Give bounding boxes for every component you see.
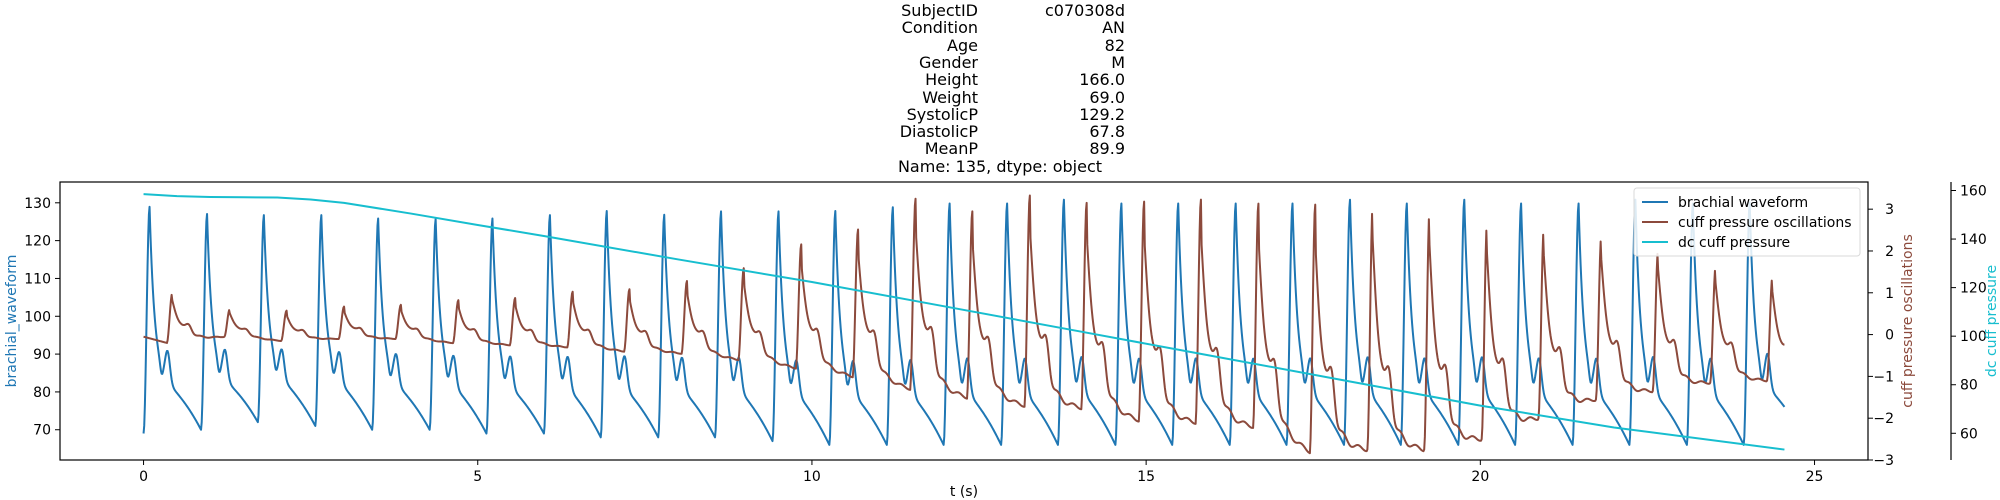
title-row: Condition AN xyxy=(0,18,2000,38)
dc-y-tick-label: 160 xyxy=(1960,183,1987,199)
x-tick-label: 10 xyxy=(803,469,821,485)
x-tick-label: 20 xyxy=(1471,469,1489,485)
x-tick-label: 15 xyxy=(1137,469,1155,485)
title-row-value: AN xyxy=(1102,18,1125,38)
title-row-value: M xyxy=(1111,52,1125,72)
legend-label: cuff pressure oscillations xyxy=(1678,215,1852,231)
right-y-tick-label: −1 xyxy=(1873,369,1894,385)
right-y-tick-label: 3 xyxy=(1885,202,1894,218)
title-row: Weight 69.0 xyxy=(0,87,2000,107)
dc-y-tick-label: 100 xyxy=(1960,329,1987,345)
x-tick-label: 0 xyxy=(139,469,148,485)
title-row-key: Height xyxy=(925,70,978,90)
x-tick-label: 25 xyxy=(1806,469,1824,485)
right-y-axis-label: cuff pressure oscillations xyxy=(1900,234,1916,408)
left-y-tick-label: 130 xyxy=(24,196,51,212)
title-row: Gender M xyxy=(0,52,2000,72)
title-row-value: 67.8 xyxy=(1089,122,1125,142)
series-line-2 xyxy=(143,193,1785,451)
dc-y-tick-label: 60 xyxy=(1960,426,1978,442)
title-row-value: 129.2 xyxy=(1079,104,1125,124)
title-row-key: Gender xyxy=(919,52,978,72)
title-row: Height 166.0 xyxy=(0,70,2000,90)
plot-area xyxy=(142,193,1786,455)
series-line-0 xyxy=(142,198,1786,446)
title-row-key: SubjectID xyxy=(901,1,978,20)
chart-title: SubjectID c070308d Condition AN Age 82 Gender M… xyxy=(0,0,2000,180)
title-row-value: 166.0 xyxy=(1079,70,1125,90)
title-row-key: DiastolicP xyxy=(899,122,978,142)
plot-frame xyxy=(59,181,1869,461)
title-row-value: c070308d xyxy=(1044,1,1125,20)
left-y-tick-label: 70 xyxy=(33,423,51,439)
title-row-value: 89.9 xyxy=(1089,139,1125,159)
series-line-1 xyxy=(143,194,1785,455)
legend: brachial waveform cuff pressure oscillati… xyxy=(1633,187,1861,257)
left-y-tick-label: 120 xyxy=(24,234,51,250)
legend-label: brachial waveform xyxy=(1678,195,1808,211)
right-y-tick-label: −2 xyxy=(1873,411,1894,427)
title-row-key: Condition xyxy=(901,18,978,38)
title-row: SubjectID c070308d xyxy=(0,1,2000,20)
title-row: DiastolicP 67.8 xyxy=(0,122,2000,142)
title-row: Age 82 xyxy=(0,35,2000,55)
title-row-key: MeanP xyxy=(924,139,978,159)
title-row: MeanP 89.9 xyxy=(0,139,2000,159)
dc-y-tick-label: 80 xyxy=(1960,378,1978,394)
title-row: SystolicP 129.2 xyxy=(0,104,2000,124)
title-row-value: 69.0 xyxy=(1089,87,1125,107)
left-y-tick-label: 110 xyxy=(24,271,51,287)
x-tick-label: 5 xyxy=(473,469,482,485)
dc-y-tick-label: 140 xyxy=(1960,232,1987,248)
title-footer: Name: 135, dtype: object xyxy=(897,156,1103,176)
left-y-tick-label: 80 xyxy=(33,385,51,401)
right-y-tick-label: 0 xyxy=(1885,328,1894,344)
dc-y-axis-label: dc cuff pressure xyxy=(1984,265,2000,377)
left-y-tick-label: 90 xyxy=(33,347,51,363)
x-axis-label: t (s) xyxy=(950,484,978,500)
legend-box xyxy=(1633,187,1861,257)
right-y-tick-label: 2 xyxy=(1885,244,1894,260)
title-row-key: Age xyxy=(947,35,978,55)
legend-label: dc cuff pressure xyxy=(1678,235,1790,251)
left-y-tick-label: 100 xyxy=(24,309,51,325)
left-y-axis-label: brachial_waveform xyxy=(4,255,20,388)
right-y-tick-label: −3 xyxy=(1873,453,1894,469)
right-y-tick-label: 1 xyxy=(1885,286,1894,302)
title-row-key: SystolicP xyxy=(906,104,978,124)
title-row-value: 82 xyxy=(1104,35,1125,55)
dc-y-tick-label: 120 xyxy=(1960,281,1987,297)
title-row-key: Weight xyxy=(922,87,978,107)
